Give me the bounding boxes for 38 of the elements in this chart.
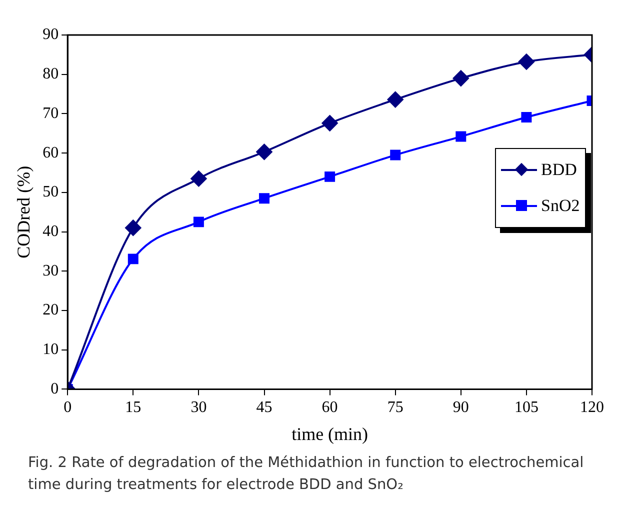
y-tick-label: 70 — [42, 104, 59, 122]
x-tick-label: 30 — [190, 399, 207, 416]
point — [190, 170, 207, 187]
x-tick-label: 60 — [322, 399, 338, 416]
legend-label: SnO2 — [541, 196, 580, 216]
point — [518, 54, 534, 70]
point — [452, 70, 469, 86]
x-tick-label: 0 — [64, 399, 72, 416]
x-tick-label: 45 — [256, 399, 272, 416]
x-tick-label: 120 — [580, 399, 604, 416]
y-tick-label: 30 — [42, 262, 59, 280]
point — [256, 144, 272, 160]
x-axis-title: time (min) — [292, 424, 368, 444]
point — [193, 216, 204, 228]
y-tick-label: 20 — [42, 302, 59, 319]
legend-label: BDD — [541, 160, 577, 180]
point — [259, 193, 270, 204]
point — [324, 171, 336, 182]
y-tick-label: 80 — [42, 66, 59, 83]
y-tick-label: 90 — [42, 26, 59, 44]
x-tick-label: 15 — [125, 399, 142, 416]
x-tick-label: 105 — [514, 399, 538, 416]
x-tick-label: 90 — [452, 399, 469, 416]
point — [390, 150, 401, 160]
x-tick-label: 75 — [387, 399, 404, 416]
y-axis-title: CODred (%) — [14, 166, 34, 258]
point — [456, 131, 466, 142]
y-tick-label: 10 — [42, 341, 59, 358]
caption: Fig. 2 Rate of degradation of the Méthidathion in function to electrochemical time during treatments for electrode BDD and SnO₂ — [28, 454, 585, 495]
point — [322, 115, 338, 132]
y-tick-label: 60 — [42, 144, 59, 162]
y-tick-label: 0 — [50, 380, 59, 398]
point — [125, 220, 142, 236]
point — [387, 92, 404, 108]
point — [128, 254, 138, 264]
point — [521, 112, 532, 122]
y-tick-label: 40 — [42, 222, 59, 240]
y-tick-label: 50 — [42, 184, 59, 201]
